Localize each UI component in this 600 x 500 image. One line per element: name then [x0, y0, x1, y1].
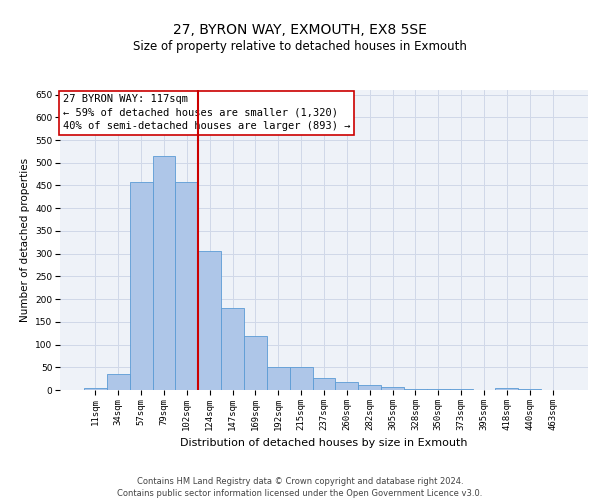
Bar	[313, 378, 335, 390]
Bar	[358, 386, 381, 390]
X-axis label: Distribution of detached houses by size in Exmouth: Distribution of detached houses by size …	[180, 438, 468, 448]
Bar	[335, 382, 358, 390]
Bar	[450, 389, 473, 390]
Bar	[427, 388, 450, 390]
Bar	[84, 388, 107, 390]
Bar	[107, 374, 130, 390]
Bar	[198, 252, 221, 390]
Bar	[130, 182, 152, 390]
Bar	[175, 182, 198, 390]
Bar	[496, 388, 518, 390]
Bar	[404, 388, 427, 390]
Text: 27 BYRON WAY: 117sqm
← 59% of detached houses are smaller (1,320)
40% of semi-de: 27 BYRON WAY: 117sqm ← 59% of detached h…	[62, 94, 350, 131]
Bar	[221, 308, 244, 390]
Bar	[244, 336, 267, 390]
Bar	[518, 388, 541, 390]
Text: Contains HM Land Registry data © Crown copyright and database right 2024.
Contai: Contains HM Land Registry data © Crown c…	[118, 476, 482, 498]
Text: 27, BYRON WAY, EXMOUTH, EX8 5SE: 27, BYRON WAY, EXMOUTH, EX8 5SE	[173, 22, 427, 36]
Bar	[290, 368, 313, 390]
Bar	[381, 387, 404, 390]
Bar	[267, 368, 290, 390]
Text: Size of property relative to detached houses in Exmouth: Size of property relative to detached ho…	[133, 40, 467, 53]
Bar	[152, 156, 175, 390]
Y-axis label: Number of detached properties: Number of detached properties	[20, 158, 29, 322]
